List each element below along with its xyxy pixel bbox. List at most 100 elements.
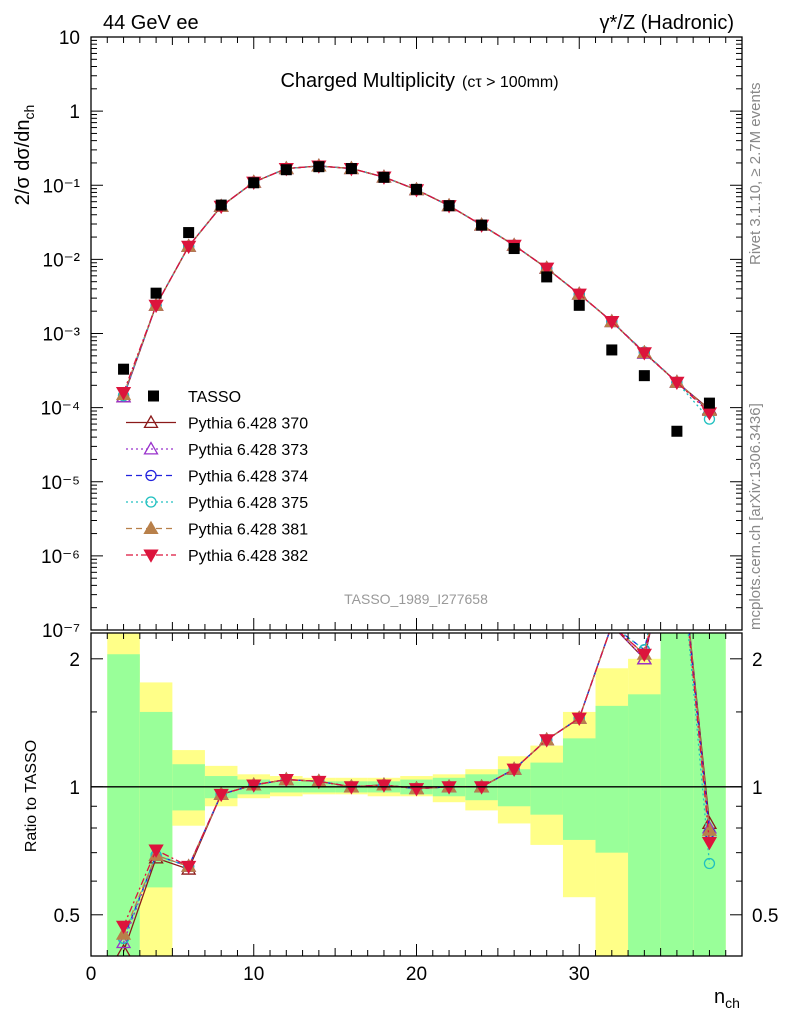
data-point-11 [476, 219, 488, 231]
legend-marker-3 [145, 469, 157, 482]
ratio-point-5-12 [506, 763, 522, 778]
inner-band-17 [660, 633, 694, 956]
mc-point-5-1 [148, 299, 164, 314]
data-point-17 [671, 425, 683, 437]
data-point-0 [118, 363, 130, 375]
y-tick-label: 10 [59, 28, 80, 49]
ratio-point-0-0 [116, 943, 131, 956]
main-frame [90, 36, 743, 631]
ratio-y-tick-label-right: 2 [752, 650, 763, 671]
y-tick-label: 10⁻⁷ [42, 621, 80, 642]
mc-line-4 [122, 165, 710, 411]
inner-band-13 [530, 762, 563, 815]
mc-point-5-2 [181, 240, 197, 255]
ratio-y-tick-label: 0.5 [54, 906, 80, 927]
data-point-7 [345, 163, 357, 175]
inner-band-18 [693, 633, 726, 956]
inner-band-16 [628, 694, 661, 956]
y-tick-label: 1 [69, 102, 80, 123]
y-axis-label: 2/σ dσ/dnch [12, 105, 37, 206]
mc-point-5-17 [669, 376, 685, 391]
ratio-y-tick-label: 2 [69, 650, 80, 671]
ratio-point-5-4 [246, 779, 262, 793]
ratio-point-0-17 [670, 503, 683, 514]
legend: TASSO Pythia 6.428 370 Pythia 6.428 373 Pyt… [126, 389, 308, 565]
data-point-13 [541, 271, 553, 283]
legend-marker-1 [143, 414, 159, 429]
x-axis-label: nch [714, 986, 740, 1011]
ratio-point-5-16 [636, 648, 652, 663]
header-left: 44 GeV ee [103, 12, 199, 34]
legend-label-6: Pythia 6.428 382 [188, 548, 308, 565]
data-point-5 [280, 164, 292, 176]
inner-band-14 [562, 738, 596, 840]
data-point-9 [411, 183, 422, 195]
ratio-point-5-11 [473, 781, 490, 795]
mc-line-5 [122, 165, 710, 414]
rivet-label: Rivet 3.1.10, ≥ 2.7M events [747, 83, 764, 266]
data-point-12 [508, 243, 520, 255]
mc-point-5-14 [571, 288, 587, 302]
ratio-point-5-0 [115, 920, 132, 935]
mc-line-0 [122, 165, 710, 410]
data-point-14 [573, 299, 585, 311]
legend-label-5: Pythia 6.428 381 [188, 522, 308, 539]
chart-title: Charged Multiplicity [280, 70, 455, 92]
ratio-point-5-6 [311, 775, 327, 790]
ratio-point-5-3 [213, 788, 229, 803]
ratio-point-5-8 [376, 779, 392, 793]
data-point-6 [313, 161, 325, 173]
y-tick-label: 10⁻⁵ [41, 473, 80, 494]
inner-band-15 [595, 705, 629, 853]
ratio-panel: 0.5 0.51 12 20 10 20 30 Ratio to TASSO nch [23, 503, 778, 1011]
ratio-point-5-18 [701, 836, 718, 851]
mc-line-3 [122, 165, 710, 420]
data-point-18 [703, 397, 715, 409]
y-tick-label: 10⁻¹ [43, 176, 81, 197]
inner-band-0 [107, 654, 140, 956]
x-tick-label: 20 [406, 964, 427, 985]
data-point-10 [443, 200, 455, 212]
ratio-y-axis-label: Ratio to TASSO [23, 740, 40, 852]
header-right: γ*/Z (Hadronic) [600, 12, 734, 34]
ratio-point-5-7 [343, 781, 360, 795]
mcplots-label: mcplots.cern.ch [arXiv:1306.3436] [747, 403, 764, 630]
ratio-point-5-5 [278, 774, 294, 788]
y-tick-label: 10⁻³ [43, 325, 81, 346]
x-tick-label: 0 [86, 964, 97, 985]
ratio-y-tick-label: 1 [69, 778, 80, 799]
ratio-point-5-13 [539, 734, 555, 748]
legend-marker-6 [143, 549, 159, 563]
ratio-y-tick-label-right: 1 [752, 778, 763, 799]
ratio-point-3-18 [703, 857, 716, 870]
mc-line-1 [122, 165, 710, 411]
legend-label-2: Pythia 6.428 373 [188, 442, 308, 459]
ratio-point-5-17 [670, 504, 683, 515]
mc-point-5-0 [115, 386, 132, 401]
x-tick-label: 10 [243, 964, 264, 985]
y-tick-label: 10⁻⁴ [41, 399, 80, 420]
data-point-16 [638, 370, 650, 382]
legend-label-3: Pythia 6.428 374 [188, 469, 308, 486]
ratio-point-5-1 [148, 844, 164, 858]
mc-point-5-15 [604, 316, 620, 330]
data-point-3 [215, 199, 227, 211]
ratio-point-1-17 [670, 503, 683, 514]
ratio-point-4-17 [670, 503, 683, 514]
y-tick-label: 10⁻⁶ [41, 547, 80, 568]
legend-marker-5 [143, 520, 159, 535]
legend-marker-2 [143, 441, 159, 455]
ratio-y-tick-label-right: 0.5 [752, 906, 778, 927]
ratio-point-2-17 [672, 504, 682, 514]
ratio-point-5-2 [181, 860, 197, 875]
analysis-watermark: TASSO_1989_I277658 [344, 591, 488, 607]
data-point-4 [248, 177, 260, 189]
y-tick-label: 10⁻² [43, 250, 81, 271]
legend-marker-data [148, 390, 159, 402]
data-point-1 [150, 287, 162, 299]
legend-marker-4 [145, 496, 157, 508]
legend-label-0: TASSO [188, 389, 241, 406]
data-point-8 [378, 171, 390, 183]
legend-label-4: Pythia 6.428 375 [188, 495, 308, 512]
